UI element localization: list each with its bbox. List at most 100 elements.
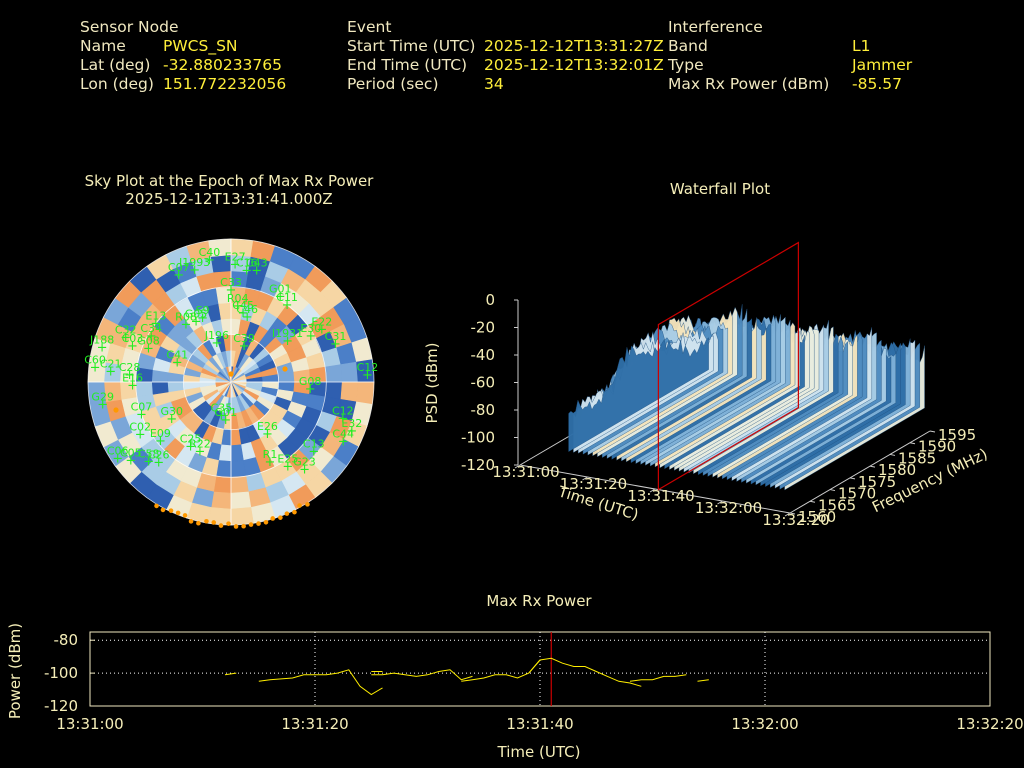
event-start-row: Start Time (UTC) 2025-12-12T13:31:27Z: [347, 37, 667, 56]
waterfall-epoch-plane: [657, 241, 799, 491]
sky-satellite-plus: +: [251, 264, 262, 279]
sky-satellite-label: C07: [131, 401, 153, 414]
sky-cell: [213, 475, 232, 494]
sky-satellite-label: E32: [341, 417, 362, 430]
sky-satellite-plus: +: [305, 329, 316, 344]
sensor-lat-row: Lat (deg) -32.880233765: [80, 56, 330, 75]
sky-cell: [230, 475, 249, 494]
max-rx-power-line: [528, 659, 541, 674]
sky-satellite-plus: +: [135, 427, 146, 442]
waterfall-y-tick: [789, 512, 796, 515]
sky-plot-title: Sky Plot at the Epoch of Max Rx Power: [85, 172, 375, 190]
sky-satellite-plus: +: [308, 444, 319, 459]
waterfall-y-tick-label: 1565: [818, 496, 856, 514]
max-rx-power-x-tick-label: 13:32:00: [731, 715, 798, 733]
sky-satellite-plus: +: [316, 323, 327, 338]
waterfall-z-tick-label: -20: [471, 319, 496, 337]
interference-band-row: Band L1: [668, 37, 968, 56]
sky-satellite-plus: +: [124, 368, 135, 383]
sky-satellite-plus: +: [189, 263, 200, 278]
waterfall-y-tick-label: 1570: [838, 485, 876, 503]
waterfall-x-tick-label: 13:32:00: [695, 499, 762, 517]
waterfall-y-tick-label: 1560: [798, 508, 836, 526]
max-rx-power-line: [461, 657, 642, 687]
waterfall-y-tick-label: 1590: [918, 438, 956, 456]
waterfall-y-tick: [849, 477, 856, 480]
event-period-label: Period (sec): [347, 75, 439, 93]
sky-satellite-label: E13: [145, 309, 166, 322]
waterfall-title: Waterfall Plot: [670, 180, 770, 198]
sky-satellite-label: G08: [137, 335, 160, 348]
sky-satellite-plus: +: [146, 329, 157, 344]
sky-satellite-label: C43: [246, 257, 268, 270]
waterfall-x-tick: [717, 500, 723, 505]
sky-satellite-plus: +: [226, 283, 237, 298]
sensor-node-info: Sensor Node Name PWCS_SN Lat (deg) -32.8…: [80, 18, 330, 94]
sky-satellite-plus: +: [173, 268, 184, 283]
sky-track-marker: [113, 407, 119, 413]
sky-cell: [230, 444, 244, 462]
sky-satellite-plus: +: [242, 310, 253, 325]
sky-satellite-plus: +: [125, 453, 136, 468]
sky-satellite-label: G05: [185, 307, 208, 320]
sky-satellite-plus: +: [282, 298, 293, 313]
waterfall-z-tick-label: -120: [461, 456, 495, 474]
sky-cell: [230, 491, 252, 510]
event-header: Event: [347, 18, 392, 36]
sky-track-marker: [211, 520, 217, 525]
sky-satellite-label: C25: [180, 433, 202, 446]
waterfall-y-tick-label: 1585: [898, 449, 936, 467]
sensor-lon-row: Lon (deg) 151.772232056: [80, 75, 330, 94]
event-start-label: Start Time (UTC): [347, 37, 476, 55]
sky-satellite-label: C33: [220, 276, 242, 289]
sky-satellite-label: C45: [232, 299, 254, 312]
sky-satellite-plus: +: [362, 368, 373, 383]
sensor-node-header: Sensor Node: [80, 18, 179, 36]
sky-satellite-label: G01: [214, 406, 237, 419]
event-start-value: 2025-12-12T13:31:27Z: [484, 37, 664, 55]
sky-satellite-plus: +: [262, 427, 273, 442]
interference-power-value: -85.57: [852, 75, 902, 93]
waterfall-x-tick-label: 13:31:00: [492, 463, 559, 481]
event-period-row: Period (sec) 34: [347, 75, 667, 94]
sky-satellite-label: G01: [269, 283, 292, 296]
sensor-lat-value: -32.880233765: [163, 56, 282, 74]
sky-satellite-plus: +: [136, 408, 147, 423]
waterfall-x-tick: [582, 476, 588, 481]
sky-track-marker: [256, 521, 261, 526]
waterfall-y-tick-label: 1595: [938, 426, 976, 444]
waterfall-y-tick: [889, 453, 896, 456]
sky-satellite-label: E22: [311, 316, 332, 329]
max-rx-power-x-tick-label: 13:31:00: [56, 715, 123, 733]
sky-satellite-plus: +: [241, 263, 252, 278]
sky-track-marker: [284, 511, 290, 516]
sky-satellite-plus: +: [239, 339, 250, 354]
waterfall-y-tick-label: 1575: [858, 473, 896, 491]
sky-satellite-label: J196: [204, 329, 229, 342]
waterfall-x-tick: [784, 512, 791, 517]
event-end-label: End Time (UTC): [347, 56, 468, 74]
sky-satellite-plus: +: [112, 451, 123, 466]
sky-satellite-label: R08: [175, 310, 197, 323]
sky-satellite-plus: +: [338, 435, 349, 450]
sky-plot: Sky Plot at the Epoch of Max Rx Power 20…: [84, 172, 378, 529]
sky-satellite-label: C31: [325, 330, 347, 343]
sky-satellite-plus: +: [275, 290, 286, 305]
sky-satellite-label: R22: [189, 438, 211, 451]
sky-satellite-label: E30: [300, 322, 321, 335]
max-rx-power-line: [697, 679, 709, 682]
sky-satellite-label: E09: [150, 427, 171, 440]
sky-satellite-plus: +: [305, 382, 316, 397]
sky-track-marker: [241, 523, 246, 529]
sensor-lon-value: 151.772232056: [163, 75, 287, 93]
sky-satellite-label: R1: [263, 448, 278, 461]
sky-satellite-label: C05: [120, 446, 142, 459]
sky-track-marker: [188, 519, 194, 524]
sky-satellite-plus: +: [197, 311, 208, 326]
sky-track-marker: [226, 521, 231, 526]
sky-plot-grid: [87, 238, 375, 529]
sky-satellite-plus: +: [330, 337, 341, 352]
event-end-row: End Time (UTC) 2025-12-12T13:32:01Z: [347, 56, 667, 75]
sky-satellite-label: S9: [196, 304, 210, 317]
sky-track-marker: [297, 503, 302, 508]
